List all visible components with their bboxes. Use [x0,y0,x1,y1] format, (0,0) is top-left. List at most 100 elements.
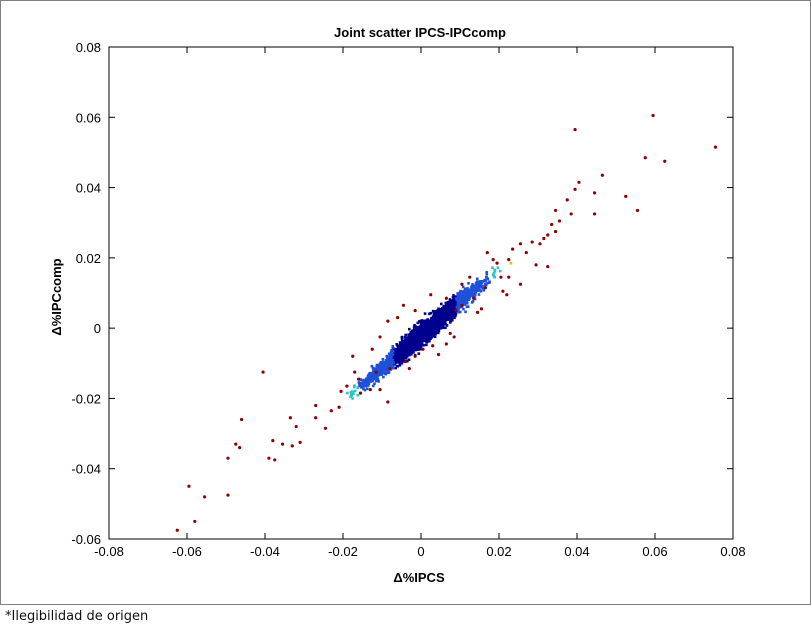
y-tick-label: 0.08 [76,40,101,55]
scatter-point [435,329,438,333]
outlier-point [357,377,361,381]
scatter-point [374,375,377,379]
scatter-point [384,358,388,362]
scatter-point [455,305,459,309]
scatter-point [353,389,357,393]
scatter-point [399,344,402,347]
scatter-point [426,337,429,341]
scatter-point [430,328,434,332]
scatter-point [438,324,441,328]
outlier-point [573,187,577,191]
scatter-point [399,357,403,360]
y-tick-label: -0.06 [71,532,101,547]
x-tick-label: -0.02 [328,544,358,559]
scatter-point [427,331,431,335]
scatter-point [456,296,460,299]
scatter-point [408,353,411,357]
outlier-point [553,229,558,234]
scatter-point [372,384,375,388]
scatter-point [417,330,420,334]
scatter-point [418,336,421,340]
scatter-point [356,386,359,389]
scatter-point [415,347,418,350]
outlier-point [524,250,528,255]
scatter-point [434,315,437,318]
scatter-point [407,345,410,349]
scatter-point [369,375,373,379]
outlier-point [468,275,472,279]
scatter-point [376,378,380,381]
outlier-point [175,528,179,532]
scatter-point [441,315,445,319]
outlier-point [448,331,452,336]
x-tick-label: -0.06 [172,544,202,559]
scatter-point [441,312,445,316]
scatter-point [447,307,451,310]
scatter-point [377,368,381,372]
scatter-point [420,319,424,322]
scatter-point [405,353,409,357]
scatter-point [382,363,385,366]
scatter-point [406,336,410,340]
scatter-point [426,330,430,334]
scatter-point [357,381,361,384]
outlier-point [592,212,597,216]
scatter-point [423,326,427,329]
outlier-point [314,416,318,420]
scatter-point [432,320,436,324]
outlier-point [413,308,417,313]
outlier-point [505,293,509,297]
outlier-point [421,347,425,351]
scatter-point [386,371,389,374]
outlier-point [368,388,372,392]
outlier-point [323,426,328,430]
outlier-point [329,409,333,413]
outlier-point [475,310,480,314]
scatter-point [387,360,390,363]
scatter-point [371,375,375,379]
scatter-point [451,304,455,307]
scatter-point [370,364,374,368]
x-tick-label: 0.04 [564,544,589,559]
scatter-point [454,301,457,305]
scatter-point [397,350,401,353]
scatter-point [409,352,413,355]
scatter-point [463,287,467,291]
scatter-point [406,359,409,363]
scatter-point [359,381,363,385]
scatter-point [365,377,368,381]
scatter-point [448,306,452,309]
scatter-point [458,297,461,300]
outlier-point [226,456,230,460]
scatter-point [449,310,452,314]
scatter-point [438,310,441,314]
scatter-point [379,361,383,364]
outlier-point [261,370,265,374]
x-tick-label: 0.02 [486,544,511,559]
scatter-point [382,365,385,368]
scatter-point [463,293,467,296]
scatter-point [457,303,460,306]
scatter-point [418,343,422,347]
outlier-point [472,296,476,300]
scatter-point [486,281,489,285]
scatter-point [383,372,387,375]
scatter-point [415,328,419,331]
scatter-point [436,316,439,319]
scatter-point [364,384,368,388]
scatter-point [488,280,491,284]
scatter-point [480,281,484,284]
scatter-point [373,382,376,386]
scatter-point [400,362,404,365]
scatter-point [400,348,404,352]
scatter-point [496,266,500,270]
scatter-point [385,365,388,369]
scatter-point [391,345,395,348]
scatter-point [438,317,441,321]
outlier-point [557,219,562,223]
scatter-point [403,345,407,349]
scatter-point [414,330,418,334]
scatter-point [359,378,363,382]
scatter-point [352,392,355,395]
scatter-point [425,322,428,326]
